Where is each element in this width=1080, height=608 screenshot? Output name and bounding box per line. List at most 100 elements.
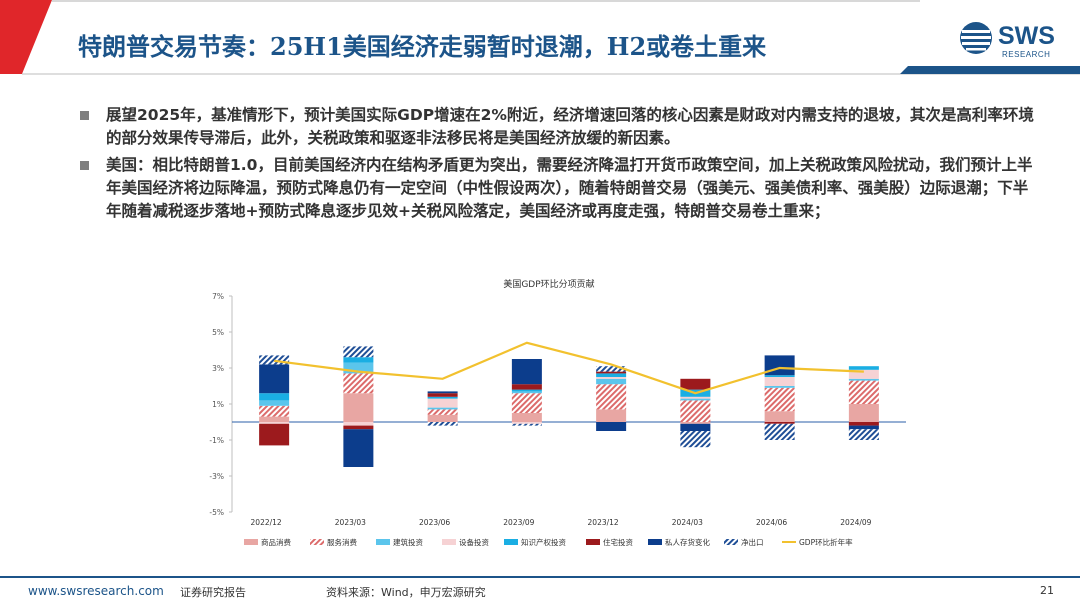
legend-swatch (310, 539, 324, 545)
page-title: 特朗普交易节奏：25H1美国经济走弱暂时退潮，H2或卷土重来 (78, 32, 767, 61)
bullet-text: 美国：相比特朗普1.0，目前美国经济内在结构矛盾更为突出，需要经济降温打开货币政… (106, 156, 1033, 220)
bar-segment (764, 423, 795, 440)
legend-label: 建筑投资 (393, 537, 423, 547)
legend-label: 住宅投资 (603, 537, 633, 547)
bar-segment (848, 380, 879, 404)
bar-segment (511, 423, 542, 426)
bar-segment (764, 375, 795, 377)
legend-swatch (504, 539, 518, 545)
bar-segment (259, 355, 290, 365)
x-tick-label: 2023/12 (588, 518, 619, 527)
legend-swatch (724, 539, 738, 545)
bar-segment (596, 377, 627, 379)
bar-segment (848, 425, 879, 430)
bullet-item: 展望2025年，基准情形下，预计美国实际GDP增速在2%附近，经济增速回落的核心… (80, 104, 1040, 150)
bar-segment (343, 373, 374, 394)
bar-segment (764, 386, 795, 388)
bar-segment (343, 429, 374, 467)
legend-label: 服务消费 (327, 537, 357, 547)
bar-segment (848, 422, 879, 426)
bar-segment (848, 378, 879, 381)
title-decoration (0, 0, 1080, 75)
x-tick-label: 2023/06 (419, 518, 450, 527)
bar-segment (848, 404, 879, 422)
bar-segment (848, 366, 879, 370)
x-tick-label: 2023/03 (335, 518, 366, 527)
bar-segment (427, 409, 458, 415)
bar-segment (596, 409, 627, 422)
bar-segment (511, 422, 542, 424)
bullet-square-icon (80, 161, 89, 170)
legend-swatch (442, 539, 456, 545)
y-tick-label: -5% (209, 508, 224, 517)
bar-segment (343, 425, 374, 430)
bar-segment (596, 366, 627, 372)
bar-segment (596, 378, 627, 385)
bar-segment (259, 422, 290, 424)
chart-svg: 美国GDP环比分项贡献 7% 5% 3% 1% -1% -3% -5% 2022/12 2023/… (209, 278, 906, 547)
bar-segment (343, 346, 374, 358)
bullet-square-icon (80, 111, 89, 120)
chart-title: 美国GDP环比分项贡献 (503, 278, 594, 290)
bar-segment (259, 364, 290, 394)
bar-segment (511, 391, 542, 394)
bar-segment (259, 405, 290, 417)
x-tick-label: 2024/06 (756, 518, 787, 527)
bar-segment (680, 422, 711, 424)
bullet-item: 美国：相比特朗普1.0，目前美国经济内在结构矛盾更为突出，需要经济降温打开货币政… (80, 154, 1040, 223)
bar-segment (511, 393, 542, 413)
legend-label: 净出口 (741, 537, 764, 547)
footer-source: 资料来源：Wind，申万宏源研究 (326, 586, 486, 599)
bar-segment (259, 416, 290, 422)
legend-swatch (586, 539, 600, 545)
legend-label: GDP环比折年率 (799, 537, 853, 547)
x-tick-label: 2024/09 (840, 518, 871, 527)
bar-segment (511, 413, 542, 422)
bar-segment (427, 398, 458, 408)
bar-segment (596, 384, 627, 410)
bar-segment (511, 389, 542, 392)
bar-segment (764, 422, 795, 424)
y-tick-label: -1% (209, 436, 224, 445)
logo-subtext: RESEARCH (1002, 50, 1051, 59)
bullet-list: 展望2025年，基准情形下，预计美国实际GDP增速在2%附近，经济增速回落的核心… (80, 104, 1040, 227)
title-bar: 特朗普交易节奏：25H1美国经济走弱暂时退潮，H2或卷土重来 SWS RESEA… (0, 0, 1080, 80)
bar-segment (848, 369, 879, 379)
legend-swatch (376, 539, 390, 545)
legend-label: 设备投资 (459, 537, 489, 547)
legend-swatch (648, 539, 662, 545)
y-tick-label: -3% (209, 472, 224, 481)
footer-website[interactable]: www.swsresearch.com (28, 584, 164, 598)
bar-segment (596, 371, 627, 374)
x-tick-label: 2022/12 (251, 518, 282, 527)
footer-divider (0, 576, 1080, 578)
bar-segment (511, 359, 542, 385)
bar-segment (511, 384, 542, 390)
gdp-line (273, 341, 864, 395)
bar-segment (680, 431, 711, 448)
y-tick-label: 5% (212, 328, 224, 337)
x-tick-label: 2024/03 (672, 518, 703, 527)
gdp-contribution-chart: 美国GDP环比分项贡献 7% 5% 3% 1% -1% -3% -5% 2022/12 2023/… (194, 274, 914, 556)
brand-logo: SWS RESEARCH (958, 18, 1058, 64)
legend-label: 私人存货变化 (665, 537, 710, 547)
bar-segment (259, 400, 290, 406)
bullet-text: 展望2025年，基准情形下，预计美国实际GDP增速在2%附近，经济增速回落的核心… (106, 106, 1034, 147)
bar-segment (848, 429, 879, 440)
bar-segment (764, 387, 795, 412)
bar-segment (259, 393, 290, 401)
bar-segment (764, 377, 795, 386)
bar-segment (427, 391, 458, 394)
legend-label: 知识产权投资 (521, 537, 566, 547)
bar-segment (427, 414, 458, 422)
bar-segment (680, 423, 711, 431)
logo-globe-icon (960, 22, 992, 54)
legend-label: 商品消费 (261, 537, 291, 547)
bar-segment (680, 378, 711, 390)
bar-segment (343, 393, 374, 422)
bar-segment (427, 396, 458, 399)
bar-segment (427, 393, 458, 397)
bar-segment (680, 400, 711, 422)
bar-segment (343, 357, 374, 363)
bar-segment (427, 422, 458, 426)
